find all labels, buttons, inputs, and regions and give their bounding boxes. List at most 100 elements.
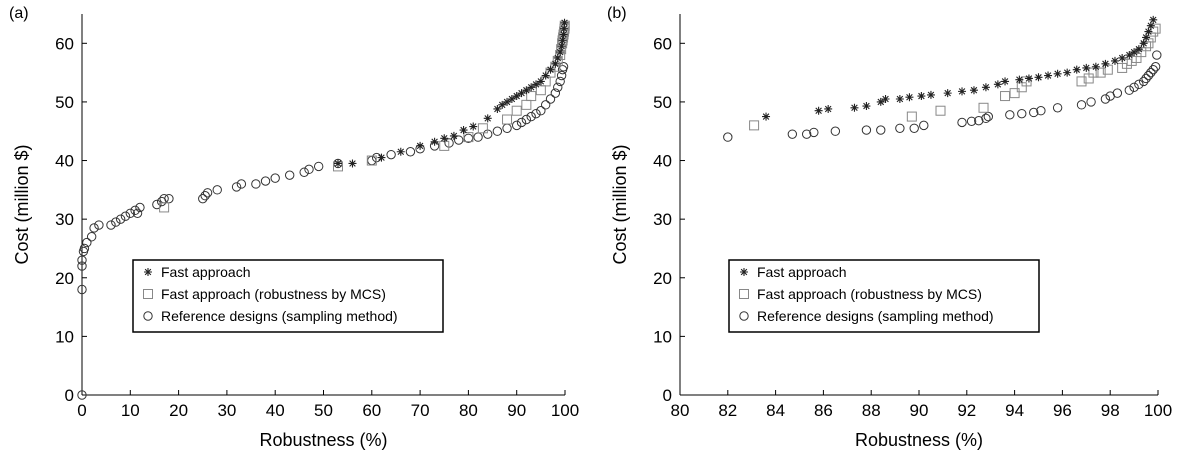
data-point-asterisk (1125, 51, 1134, 60)
data-point-asterisk (1034, 73, 1043, 82)
data-point-circle (125, 208, 136, 218)
y-axis-label: Cost (million $) (610, 144, 630, 264)
legend-marker-asterisk (144, 268, 152, 276)
data-point-circle (861, 125, 872, 135)
data-point-square (463, 132, 474, 143)
data-point-asterisk (1118, 53, 1127, 62)
data-point-circle (809, 127, 819, 138)
x-tick-label: 80 (671, 401, 690, 420)
x-tick-label: 98 (1101, 401, 1120, 420)
data-point-asterisk (396, 147, 405, 156)
data-point-asterisk (895, 94, 904, 103)
data-point-circle (723, 132, 733, 142)
data-point-asterisk (862, 102, 871, 111)
data-point-asterisk (1101, 59, 1110, 68)
data-point-circle (77, 255, 87, 265)
data-point-circle (284, 170, 295, 180)
panel-label: (b) (607, 5, 627, 22)
data-point-asterisk (527, 83, 536, 92)
data-point-circle (386, 149, 396, 160)
legend: Fast approach Fast approach (robustness b… (728, 259, 1040, 333)
data-point-asterisk (1139, 39, 1148, 48)
data-point-asterisk (993, 80, 1002, 89)
legend-box (728, 259, 1040, 333)
data-point-asterisk (1082, 63, 1091, 72)
data-point-circle (981, 113, 991, 124)
x-tick-label: 60 (362, 401, 381, 420)
data-point-square (1088, 67, 1099, 78)
data-point-circle (1052, 103, 1063, 113)
data-point-circle (974, 115, 984, 126)
data-point-circle (536, 106, 546, 116)
data-point-circle (313, 161, 324, 172)
data-point-asterisk (507, 94, 516, 103)
series-square (159, 20, 570, 213)
data-point-asterisk (503, 97, 512, 106)
data-point-asterisk (348, 159, 357, 168)
data-point-circle (86, 232, 97, 242)
data-point-asterisk (876, 97, 885, 106)
data-point-circle (1134, 79, 1144, 90)
data-point-circle (909, 123, 919, 134)
y-tick-label: 30 (653, 210, 672, 229)
data-point-circle (198, 193, 208, 204)
data-point-circle (94, 220, 104, 230)
data-point-circle (531, 108, 541, 119)
data-point-circle (1036, 106, 1046, 116)
data-point-asterisk (541, 71, 550, 80)
data-point-asterisk (560, 18, 569, 27)
data-point-circle (895, 123, 905, 134)
data-point-asterisk (1044, 71, 1053, 80)
data-point-circle (1124, 85, 1135, 95)
data-point-asterisk (1130, 48, 1139, 57)
x-axis-label: Robustness (%) (259, 430, 387, 450)
legend-label: Reference designs (sampling method) (161, 308, 398, 324)
data-point-square (366, 155, 377, 166)
data-point-asterisk (512, 92, 521, 101)
x-tick-label: 0 (77, 401, 86, 420)
x-tick-label: 86 (814, 401, 833, 420)
data-point-asterisk (1149, 15, 1158, 24)
data-point-circle (1005, 110, 1015, 120)
data-point-circle (212, 185, 222, 195)
data-point-square (535, 85, 546, 96)
data-point-circle (454, 135, 464, 145)
data-point-square (1095, 67, 1106, 78)
series-circle (77, 62, 569, 400)
data-point-circle (1152, 50, 1162, 60)
data-point-asterisk (333, 159, 342, 168)
data-point-circle (556, 70, 567, 81)
data-point-asterisk (1134, 45, 1143, 54)
data-point-circle (512, 120, 522, 131)
data-point-circle (555, 76, 565, 87)
data-point-circle (526, 111, 536, 122)
y-tick-label: 30 (55, 210, 74, 229)
data-point-circle (540, 100, 551, 110)
x-tick-label: 90 (910, 401, 929, 420)
data-point-asterisk (551, 59, 560, 68)
data-point-circle (919, 120, 929, 131)
series-asterisk (762, 15, 1158, 121)
data-point-asterisk (926, 90, 935, 99)
data-point-circle (89, 223, 99, 233)
chart-panel-b: 80 82 84 86 88 90 92 94 96 98 100 0 10 20 30 40 50 60 Robu… (607, 5, 1172, 450)
legend-marker-square (739, 289, 749, 299)
data-point-asterisk (1072, 65, 1081, 74)
data-point-circle (1143, 70, 1154, 81)
data-point-square (526, 91, 537, 102)
x-tick-label: 100 (1144, 401, 1172, 420)
x-tick-label: 96 (1053, 401, 1072, 420)
data-point-asterisk (969, 86, 978, 95)
data-point-circle (801, 129, 812, 139)
data-point-circle (77, 284, 87, 295)
data-point-asterisk (559, 30, 568, 39)
data-point-circle (550, 88, 561, 98)
legend-label: Fast approach (robustness by MCS) (757, 286, 982, 302)
x-tick-label: 70 (411, 401, 430, 420)
y-tick-label: 0 (663, 386, 672, 405)
data-point-circle (516, 117, 527, 128)
data-point-asterisk (557, 42, 566, 51)
y-tick-label: 20 (653, 269, 672, 288)
legend-label: Fast approach (robustness by MCS) (161, 286, 386, 302)
data-point-circle (304, 164, 314, 175)
